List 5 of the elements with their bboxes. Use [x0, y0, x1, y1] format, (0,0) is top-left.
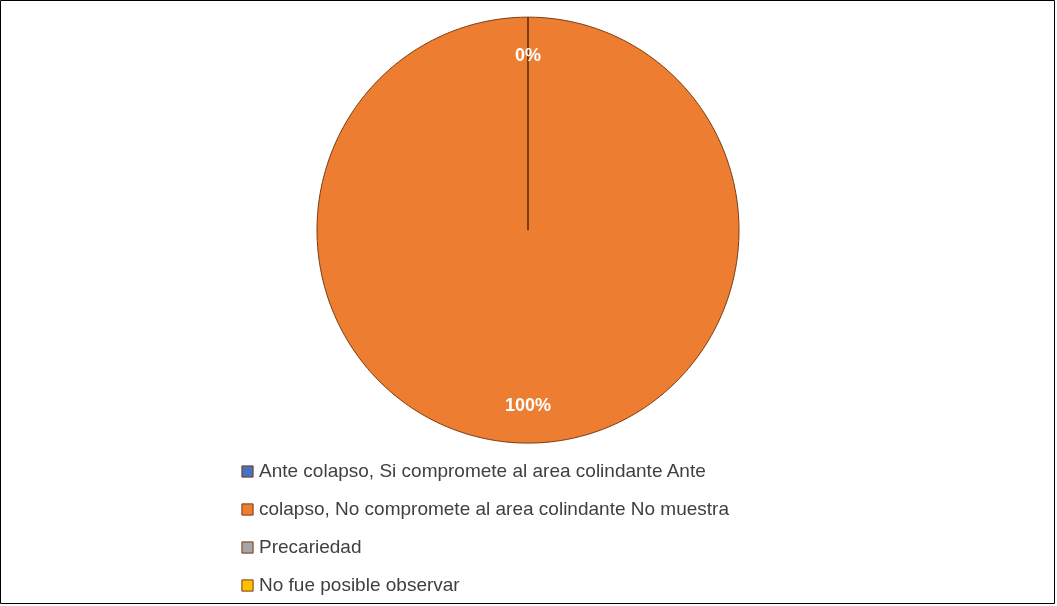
legend-label: Precariedad — [259, 536, 362, 558]
legend-label: Ante colapso, Si compromete al area colindante Ante — [259, 460, 706, 482]
legend-label: No fue posible observar — [259, 574, 460, 596]
legend-label: colapso, No compromete al area colindante No muestra — [259, 498, 729, 520]
data-label: 100% — [504, 394, 552, 415]
